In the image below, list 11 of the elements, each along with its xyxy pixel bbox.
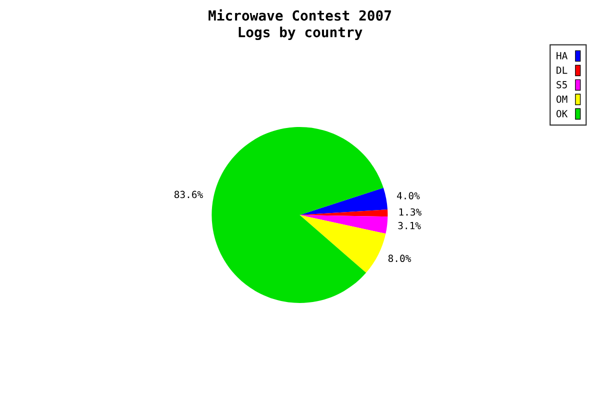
- legend-label: DL: [556, 66, 568, 74]
- legend-label: OM: [556, 95, 568, 103]
- legend-label: OK: [556, 110, 568, 118]
- data-label: 1.3%: [399, 208, 422, 216]
- data-label: 3.1%: [398, 222, 421, 230]
- data-label: 8.0%: [388, 254, 412, 262]
- data-label: 4.0%: [397, 192, 420, 200]
- chart-title: Microwave Contest 2007 Logs by country: [208, 9, 391, 40]
- legend-label: HA: [556, 52, 568, 60]
- legend-label: S5: [556, 81, 567, 88]
- data-label: 83.6%: [174, 190, 203, 198]
